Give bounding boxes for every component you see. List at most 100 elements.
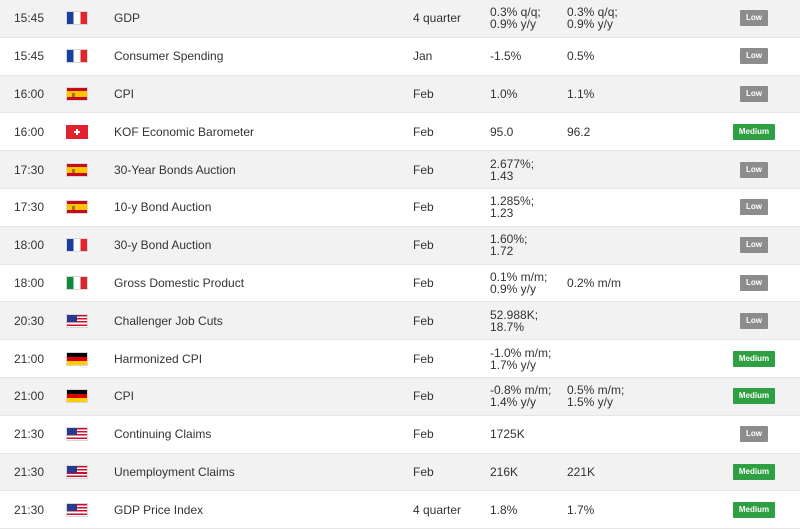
event-time: 21:30 (14, 427, 45, 442)
table-row[interactable]: 21:30 GDP Price Index 4 quarter 1.8% 1.7% Med… (0, 491, 800, 529)
table-row[interactable]: 15:45 GDP 4 quarter 0.3% q/q; 0.9% y/y 0.3% … (0, 0, 800, 38)
forecast-value: 96.2 (567, 124, 591, 139)
impact-badge: Medium (733, 501, 775, 518)
event-time: 21:30 (14, 502, 45, 517)
event-period: Feb (413, 427, 434, 442)
event-name: 30-y Bond Auction (114, 238, 212, 253)
event-period: Feb (413, 464, 434, 479)
actual-value: 0.3% q/q; 0.9% y/y (490, 5, 541, 32)
event-period: Feb (413, 313, 434, 328)
event-time: 20:30 (14, 313, 45, 328)
impact-badge: Low (740, 161, 768, 178)
table-row[interactable]: 21:00 Harmonized CPI Feb -1.0% m/m; 1.7% y/… (0, 340, 800, 378)
event-time: 21:00 (14, 389, 45, 404)
event-name: CPI (114, 389, 135, 404)
actual-value: 2.677%; 1.43 (490, 156, 535, 183)
event-period: Feb (413, 124, 434, 139)
event-name: Continuing Claims (114, 427, 212, 442)
impact-badge: Medium (733, 350, 775, 367)
event-time: 16:00 (14, 86, 45, 101)
event-period: Feb (413, 200, 434, 215)
actual-value: 1.0% (490, 86, 518, 101)
actual-value: 216K (490, 464, 519, 479)
forecast-value: 0.5% (567, 49, 595, 64)
event-name: Gross Domestic Product (114, 275, 245, 290)
event-name: CPI (114, 86, 135, 101)
impact-badge: Medium (733, 463, 775, 480)
actual-value: 52.988K; 18.7% (490, 307, 539, 334)
event-time: 18:00 (14, 275, 45, 290)
flag-spain-icon (66, 162, 88, 177)
forecast-value: 0.3% q/q; 0.9% y/y (567, 5, 618, 32)
flag-france-icon (66, 49, 88, 64)
table-row[interactable]: 15:45 Consumer Spending Jan -1.5% 0.5% Low (0, 38, 800, 76)
actual-value: 1.60%; 1.72 (490, 232, 528, 259)
table-row[interactable]: 16:00 CPI Feb 1.0% 1.1% Low (0, 75, 800, 114)
event-period: Feb (413, 238, 434, 253)
flag-usa-icon (66, 427, 88, 442)
event-time: 15:45 (14, 11, 45, 26)
table-row[interactable]: 21:30 Unemployment Claims Feb 216K 221K Mediu… (0, 453, 800, 492)
table-row[interactable]: 21:30 Continuing Claims Feb 1725K Low (0, 416, 800, 454)
event-name: KOF Economic Barometer (114, 124, 255, 139)
event-time: 15:45 (14, 49, 45, 64)
event-period: 4 quarter (413, 502, 462, 517)
event-time: 21:30 (14, 464, 45, 479)
event-name: 30-Year Bonds Auction (114, 162, 236, 177)
impact-badge: Low (740, 312, 768, 329)
flag-germany-icon (66, 389, 88, 404)
impact-badge: Low (740, 10, 768, 27)
event-time: 17:30 (14, 162, 45, 177)
impact-badge: Medium (733, 388, 775, 405)
forecast-value: 1.7% (567, 502, 595, 517)
event-period: Feb (413, 275, 434, 290)
table-row[interactable]: 17:30 10-y Bond Auction Feb 1.285%; 1.23 Low (0, 189, 800, 227)
event-name: Consumer Spending (114, 49, 224, 64)
table-row[interactable]: 21:00 CPI Feb -0.8% m/m; 1.4% y/y 0.5% m/m; … (0, 377, 800, 416)
event-name: Unemployment Claims (114, 464, 235, 479)
impact-badge: Low (740, 237, 768, 254)
impact-badge: Low (740, 274, 768, 291)
flag-switzerland-icon (66, 124, 88, 139)
impact-badge: Low (740, 48, 768, 65)
event-period: 4 quarter (413, 11, 462, 26)
forecast-value: 221K (567, 464, 596, 479)
event-period: Feb (413, 86, 434, 101)
actual-value: -1.0% m/m; 1.7% y/y (490, 345, 552, 372)
table-row[interactable]: 16:00 KOF Economic Barometer Feb 95.0 96.2 Me… (0, 113, 800, 152)
event-name: GDP Price Index (114, 502, 204, 517)
flag-usa-icon (66, 464, 88, 479)
flag-germany-icon (66, 351, 88, 366)
event-name: Harmonized CPI (114, 351, 203, 366)
table-row[interactable]: 20:30 Challenger Job Cuts Feb 52.988K; 18.7… (0, 302, 800, 341)
event-time: 18:00 (14, 238, 45, 253)
event-period: Feb (413, 351, 434, 366)
table-row[interactable]: 18:00 30-y Bond Auction Feb 1.60%; 1.72 Low (0, 226, 800, 265)
actual-value: 0.1% m/m; 0.9% y/y (490, 269, 548, 296)
flag-spain-icon (66, 86, 88, 101)
actual-value: 1.8% (490, 502, 518, 517)
flag-france-icon (66, 11, 88, 26)
actual-value: -0.8% m/m; 1.4% y/y (490, 383, 552, 410)
event-time: 16:00 (14, 124, 45, 139)
impact-badge: Low (740, 85, 768, 102)
actual-value: 1725K (490, 427, 525, 442)
flag-spain-icon (66, 200, 88, 215)
impact-badge: Low (740, 426, 768, 443)
actual-value: 1.285%; 1.23 (490, 194, 535, 221)
flag-france-icon (66, 238, 88, 253)
table-row[interactable]: 18:00 Gross Domestic Product Feb 0.1% m/m; … (0, 265, 800, 303)
forecast-value: 1.1% (567, 86, 595, 101)
impact-badge: Medium (733, 123, 775, 140)
impact-badge: Low (740, 199, 768, 216)
forecast-value: 0.2% m/m (567, 275, 622, 290)
event-time: 17:30 (14, 200, 45, 215)
event-time: 21:00 (14, 351, 45, 366)
flag-italy-icon (66, 275, 88, 290)
event-period: Feb (413, 389, 434, 404)
flag-usa-icon (66, 313, 88, 328)
event-period: Jan (413, 49, 433, 64)
table-row[interactable]: 17:30 30-Year Bonds Auction Feb 2.677%; 1.4… (0, 151, 800, 189)
event-name: 10-y Bond Auction (114, 200, 212, 215)
